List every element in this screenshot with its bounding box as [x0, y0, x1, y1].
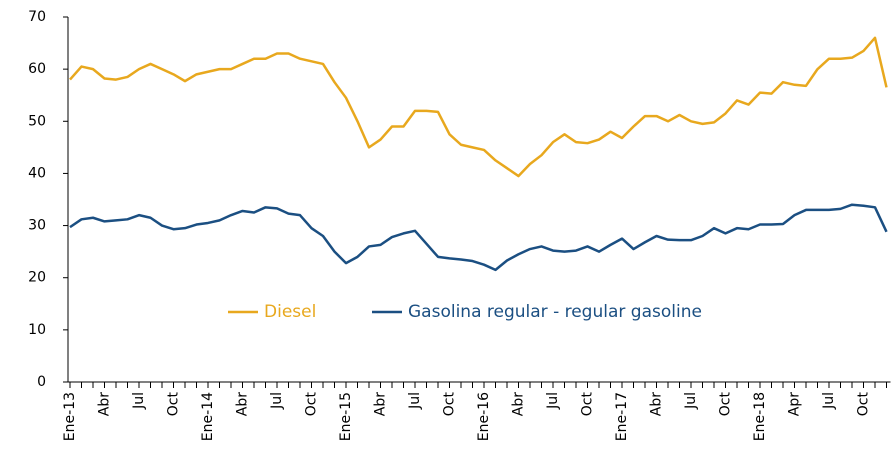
x-tick-label: Jul	[407, 392, 423, 410]
legend-label: Diesel	[264, 302, 316, 322]
x-tick-label: Ene-18	[752, 392, 768, 441]
x-tick-label: Jul	[545, 392, 561, 410]
x-tick-label: Oct	[856, 392, 872, 417]
line-series	[69, 203, 888, 272]
x-tick-label: Oct	[718, 392, 734, 417]
x-tick-label: Abr	[649, 392, 665, 416]
x-tick-label: Jul	[821, 392, 837, 410]
y-tick-label: 10	[28, 322, 46, 338]
x-tick-label: Jul	[269, 392, 285, 410]
y-tick-label: 30	[28, 218, 46, 234]
x-tick-label: Ene-15	[338, 392, 354, 441]
x-tick-label: Jul	[683, 392, 699, 410]
x-tick-label: Ene-17	[614, 392, 630, 441]
x-tick-label: Ene-14	[200, 392, 216, 441]
x-tick-label: Ene-16	[476, 392, 492, 441]
x-tick-label: Oct	[166, 392, 182, 417]
x-tick-label: Apr	[787, 392, 803, 416]
y-tick-label: 20	[28, 270, 46, 286]
x-tick-label: Abr	[511, 392, 527, 416]
y-tick-label: 60	[28, 61, 46, 77]
y-tick-label: 70	[28, 9, 46, 25]
x-tick-label: Oct	[580, 392, 596, 417]
x-tick-label: Oct	[442, 392, 458, 417]
x-tick-label: Oct	[304, 392, 320, 417]
legend-label: Gasolina regular - regular gasoline	[408, 302, 702, 322]
line-series	[69, 36, 888, 178]
y-tick-label: 40	[28, 165, 46, 181]
y-tick-label: 50	[28, 113, 46, 129]
x-tick-label: Ene-13	[62, 392, 78, 441]
x-tick-label: Abr	[235, 392, 251, 416]
x-tick-label: Abr	[373, 392, 389, 416]
y-tick-label: 0	[37, 374, 46, 390]
x-tick-label: Jul	[131, 392, 147, 410]
x-tick-label: Abr	[97, 392, 113, 416]
